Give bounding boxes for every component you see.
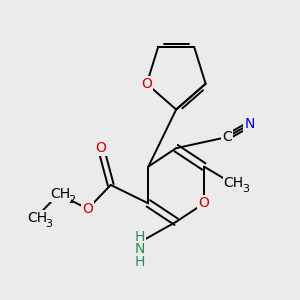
- Text: O: O: [141, 77, 152, 91]
- Text: N: N: [135, 242, 146, 256]
- Text: H: H: [135, 230, 146, 244]
- Text: O: O: [199, 196, 209, 210]
- Text: 3: 3: [45, 219, 52, 229]
- Text: H: H: [135, 255, 146, 269]
- Text: C: C: [222, 130, 232, 144]
- Text: N: N: [244, 117, 255, 131]
- Text: O: O: [95, 141, 106, 155]
- Text: CH: CH: [50, 187, 70, 201]
- Text: 3: 3: [242, 184, 249, 194]
- Text: O: O: [82, 202, 93, 216]
- Text: CH: CH: [27, 211, 47, 225]
- Text: 2: 2: [68, 195, 75, 206]
- Text: CH: CH: [224, 176, 244, 190]
